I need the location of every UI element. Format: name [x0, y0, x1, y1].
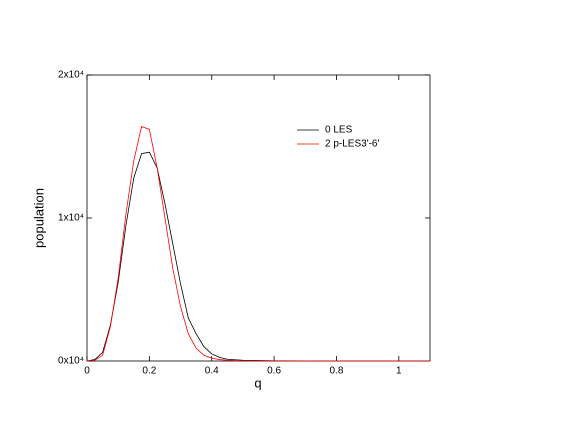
- data-line: [86, 151, 430, 362]
- plot-frame: [86, 74, 431, 362]
- x-tick-label: 1: [396, 366, 402, 377]
- x-tick-label: 0.4: [205, 366, 219, 377]
- y-tick-label: 2x10⁴: [58, 70, 84, 81]
- y-axis-title: population: [31, 188, 46, 248]
- x-tick-label: 0.8: [330, 366, 344, 377]
- legend-label: 0 LES: [325, 125, 353, 136]
- x-tick-label: 0.2: [142, 366, 156, 377]
- x-tick-label: 0: [84, 366, 90, 377]
- data-line: [86, 125, 430, 362]
- y-tick-label: 1x10⁴: [58, 213, 84, 224]
- legend-label: 2 p-LES3'-6': [325, 139, 379, 150]
- x-axis-title: q: [254, 375, 261, 390]
- y-tick-label: 0x10⁴: [58, 356, 84, 367]
- x-tick-label: 0.6: [267, 366, 281, 377]
